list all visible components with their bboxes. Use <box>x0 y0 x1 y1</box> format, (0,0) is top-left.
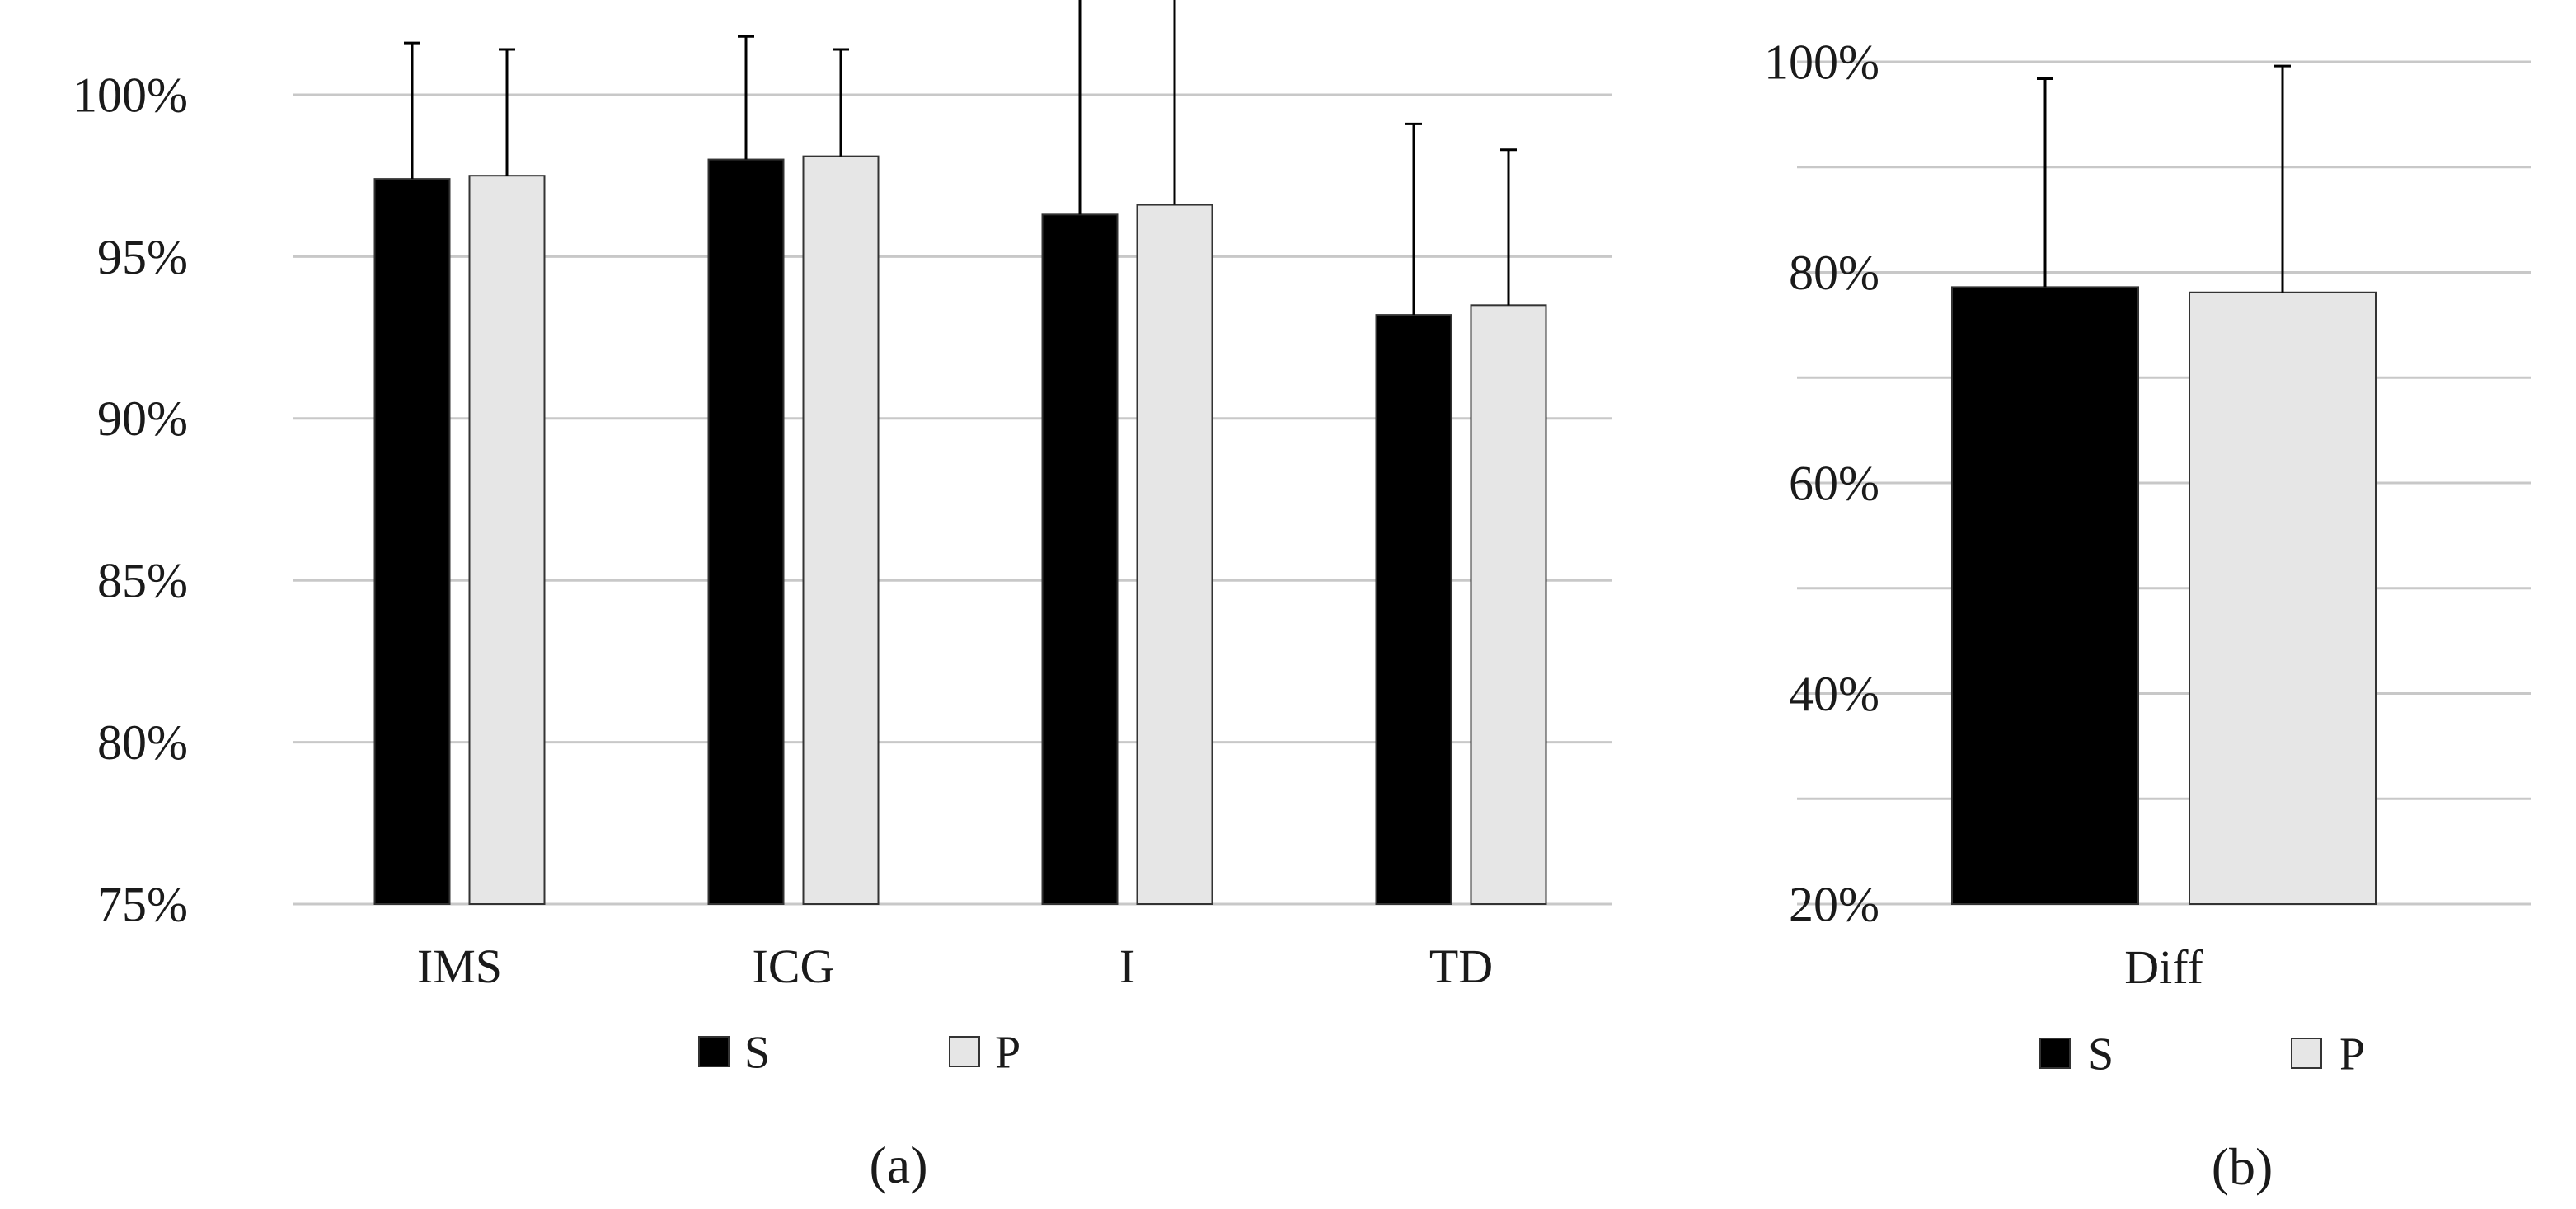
panel-a-x-category-label: ICG <box>753 940 835 993</box>
panel-b-bar-p-diff <box>2189 291 2377 905</box>
panel-a-chart: 75% 80% 85% 90% 95% 100% IMS ICG I TD S P (a) <box>73 0 1612 1194</box>
panel-a-x-category-label: I <box>1119 940 1135 993</box>
panel-b-legend-label-p: P <box>2339 1029 2365 1080</box>
panel-b-bar-s-diff <box>1951 286 2139 905</box>
panel-a-x-category-label: IMS <box>417 940 502 993</box>
panel-a-y-tick-label: 95% <box>97 230 188 284</box>
panel-a-legend-label-s: S <box>744 1028 770 1079</box>
panel-a-bar-s-i <box>1041 213 1119 905</box>
panel-b-y-tick-label: 80% <box>1789 246 1879 300</box>
panel-b-legend-swatch-p <box>2291 1038 2322 1069</box>
panel-a-bar-s-ims <box>373 178 451 906</box>
panel-a-legend-swatch-s <box>698 1036 730 1067</box>
panel-a-label: (a) <box>869 1136 927 1194</box>
panel-b-x-category-label: Diff <box>2124 940 2203 994</box>
panel-a-x-category-label: TD <box>1429 940 1493 993</box>
panel-a-bar-p-ims <box>468 175 546 905</box>
panel-a-bar-p-i <box>1136 204 1213 905</box>
panel-a-y-tick-label: 85% <box>97 554 188 608</box>
panel-a-bar-p-td <box>1470 304 1547 905</box>
panel-a-y-tick-label: 75% <box>97 877 188 931</box>
panel-a-bar-s-icg <box>707 158 785 905</box>
panel-a-legend-label-p: P <box>995 1028 1021 1079</box>
panel-b-y-tick-label: 20% <box>1789 877 1879 931</box>
panel-a-y-tick-label: 90% <box>97 391 188 446</box>
panel-a-y-tick-label: 100% <box>73 68 188 122</box>
panel-b-legend-label-s: S <box>2088 1029 2114 1080</box>
panel-b-y-tick-label: 100% <box>1764 35 1879 89</box>
panel-a-bar-p-icg <box>802 155 880 905</box>
panel-b-y-tick-label: 60% <box>1789 456 1879 510</box>
panel-a-bar-s-td <box>1375 314 1452 905</box>
panel-b-label: (b) <box>2212 1137 2273 1196</box>
panel-b-legend-swatch-s <box>2039 1038 2071 1069</box>
panel-a-y-tick-label: 80% <box>97 715 188 770</box>
panel-a-legend-swatch-p <box>949 1036 980 1067</box>
panel-b-y-tick-label: 40% <box>1789 667 1879 721</box>
